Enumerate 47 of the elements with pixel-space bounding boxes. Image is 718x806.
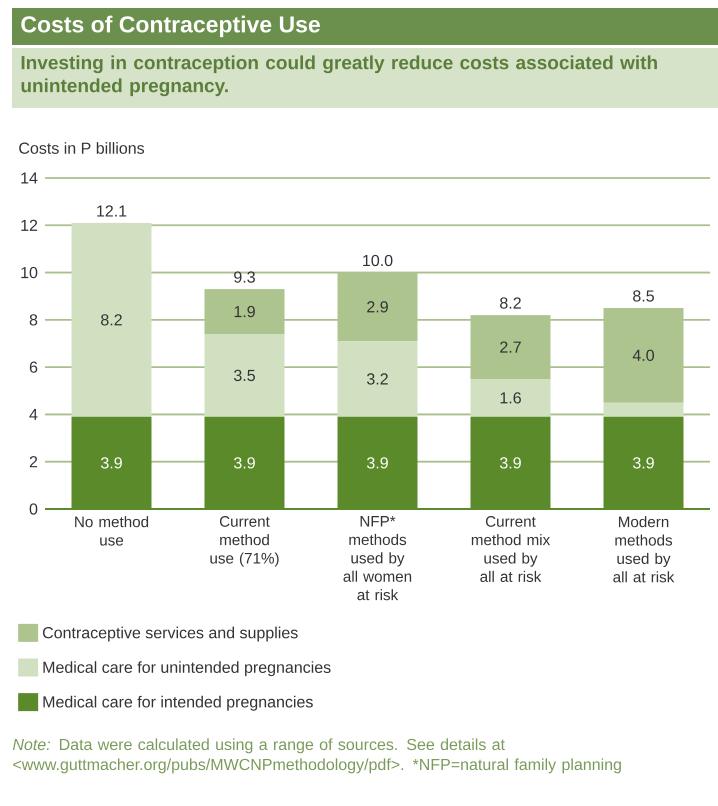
x-tick-label: Current method mix used by all at risk — [472, 516, 550, 582]
y-tick-label: 10 — [21, 266, 38, 278]
data-label: 8.2 — [101, 314, 122, 326]
bar — [338, 272, 418, 342]
data-label: 3.9 — [366, 457, 388, 469]
bar — [604, 308, 684, 403]
y-axis-title: Costs in P billions — [19, 142, 144, 154]
data-label: 3.2 — [366, 373, 388, 385]
bar — [470, 315, 550, 379]
total-label: 8.2 — [500, 297, 521, 309]
bar — [338, 341, 418, 417]
text: Note: Data were calculated using a range of sources. See details at <www.guttmacher.org/pubs/MWCNPmethodology/pdf>. *NFP=natural family planning — [12, 738, 621, 774]
total-label: 8.5 — [633, 290, 654, 302]
total-label: 9.3 — [234, 271, 255, 283]
data-label: 3.9 — [632, 457, 654, 469]
y-tick-label: 8 — [30, 314, 38, 326]
total-label: 10.0 — [363, 254, 392, 266]
x-tick-label: Current method use (71%) — [210, 516, 279, 567]
data-label: 3.9 — [500, 457, 521, 469]
data-label: 4.0 — [632, 350, 654, 361]
bar — [72, 222, 152, 417]
total-label: 12.1 — [97, 205, 126, 217]
legend-label: Medical care for intended pregnancies — [43, 696, 313, 711]
bar — [204, 289, 284, 334]
data-label: 2.9 — [367, 301, 388, 313]
chart-subtitle: Investing in contraception could greatly reduce costs associated with unintended pregnancy. — [22, 55, 657, 96]
data-label: 3.9 — [234, 457, 255, 469]
x-tick-label: Modern methods used by all at risk — [613, 516, 674, 582]
bar — [604, 402, 684, 417]
y-tick-label: 2 — [30, 456, 38, 468]
data-label: 1.6 — [500, 392, 521, 404]
data-label: 3.9 — [100, 457, 122, 469]
x-tick-label: NFP* methods used by all women at risk — [344, 516, 412, 600]
legend-label: Contraceptive services and supplies — [42, 626, 298, 642]
y-tick-label: 12 — [21, 220, 38, 231]
y-tick-label: 6 — [30, 361, 38, 373]
y-tick-label: 4 — [29, 408, 38, 420]
bar — [470, 378, 550, 417]
bar — [204, 334, 284, 417]
chart-title: Costs of Contraceptive Use — [21, 16, 320, 38]
data-label: 2.7 — [500, 341, 521, 353]
x-tick-label: No method use — [75, 516, 148, 546]
data-label: 1.9 — [234, 306, 255, 318]
y-tick-label: 14 — [21, 172, 38, 184]
legend-label: Medical care for unintended pregnancies — [43, 661, 331, 676]
data-label: 3.5 — [234, 370, 255, 382]
y-tick-label: 0 — [30, 503, 38, 515]
